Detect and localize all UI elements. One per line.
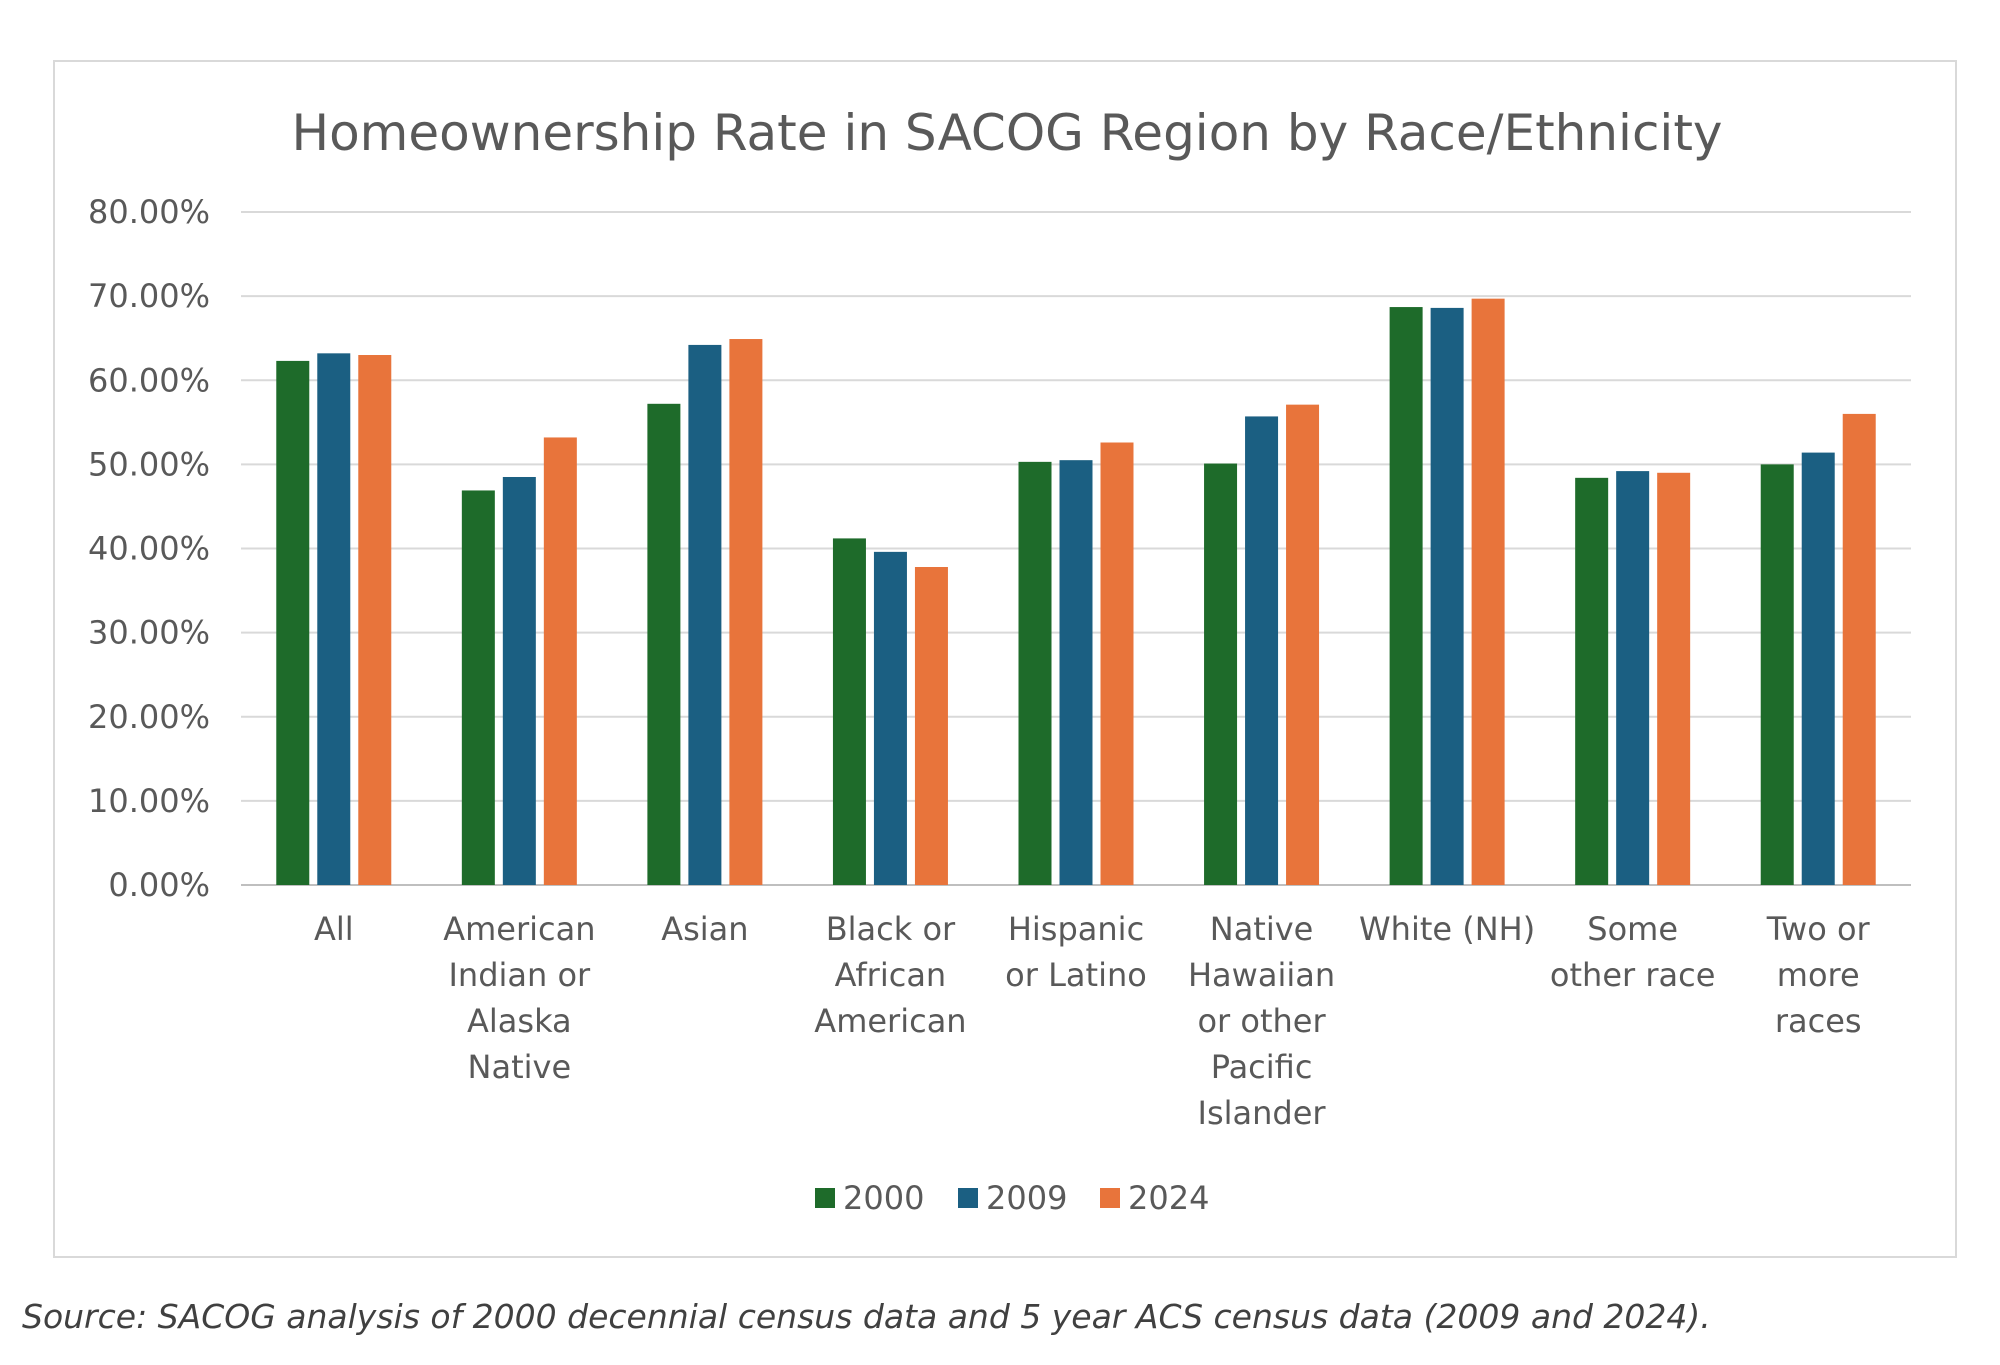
source-note: Source: SACOG analysis of 2000 decennial… xyxy=(22,1297,1711,1336)
x-tick-label: other race xyxy=(1550,956,1715,994)
x-tick-label: Pacific xyxy=(1211,1048,1313,1086)
x-axis-ticks: All American Indian or Alaska Native Asian Bla… xyxy=(314,910,1871,1132)
bar-2000 xyxy=(1575,477,1609,885)
bar-2024 xyxy=(358,355,392,885)
x-tick-label: Two or xyxy=(1766,910,1871,948)
y-tick-label: 10.00% xyxy=(88,782,210,820)
x-tick-label: Black or xyxy=(826,910,956,948)
x-tick-label: Alaska xyxy=(467,1002,572,1040)
x-tick-label: or other xyxy=(1197,1002,1326,1040)
y-tick-label: 80.00% xyxy=(88,193,210,231)
bar-2000 xyxy=(647,403,681,885)
bar-2000 xyxy=(832,538,866,885)
bar-2009 xyxy=(1801,452,1835,885)
x-tick-label: Native xyxy=(1210,910,1314,948)
bar-2009 xyxy=(1245,416,1279,885)
x-tick-label: All xyxy=(314,910,354,948)
bar-2009 xyxy=(873,551,907,885)
legend-label: 2000 xyxy=(843,1179,924,1217)
bar-2000 xyxy=(461,490,495,885)
y-tick-label: 50.00% xyxy=(88,445,210,483)
bar-2024 xyxy=(1657,472,1691,885)
bar-2009 xyxy=(502,476,536,885)
y-tick-label: 70.00% xyxy=(88,277,210,315)
x-tick-label: Islander xyxy=(1198,1094,1327,1132)
y-tick-label: 40.00% xyxy=(88,530,210,568)
x-tick-label: American xyxy=(443,910,595,948)
bar-2000 xyxy=(1018,461,1052,885)
bar-2009 xyxy=(1430,307,1464,886)
bar-2000 xyxy=(276,360,310,885)
legend-swatch-2009 xyxy=(958,1188,978,1208)
legend-label: 2024 xyxy=(1128,1179,1209,1217)
bar-2009 xyxy=(1059,460,1093,885)
x-tick-label: Asian xyxy=(661,910,748,948)
y-tick-label: 20.00% xyxy=(88,698,210,736)
y-tick-label: 60.00% xyxy=(88,361,210,399)
chart-title: Homeownership Rate in SACOG Region by Ra… xyxy=(291,104,1722,162)
x-tick-label: Some xyxy=(1587,910,1678,948)
bar-2024 xyxy=(1100,442,1134,885)
x-tick-label: Native xyxy=(468,1048,572,1086)
bar-2009 xyxy=(317,353,351,886)
bar-2024 xyxy=(1471,298,1505,885)
y-tick-label: 0.00% xyxy=(108,866,210,904)
legend-swatch-2000 xyxy=(815,1188,835,1208)
x-tick-label: African xyxy=(835,956,947,994)
bar-2024 xyxy=(914,567,948,885)
chart-frame: Homeownership Rate in SACOG Region by Ra… xyxy=(53,60,1957,1258)
x-tick-label: American xyxy=(814,1002,966,1040)
x-tick-label: Hispanic xyxy=(1008,910,1144,948)
bar-2024 xyxy=(543,437,577,885)
y-axis-ticks: 0.00% 10.00% 20.00% 30.00% 40.00% 50.00% 60.00… xyxy=(88,193,210,904)
x-tick-label: Indian or xyxy=(448,956,591,994)
legend-label: 2009 xyxy=(986,1179,1067,1217)
bar-2024 xyxy=(1842,413,1876,885)
legend-swatch-2024 xyxy=(1100,1188,1120,1208)
bar-2000 xyxy=(1389,307,1423,885)
x-tick-label: Hawaiian xyxy=(1188,956,1335,994)
bar-2000 xyxy=(1204,463,1238,885)
x-tick-label: races xyxy=(1775,1002,1862,1040)
y-tick-label: 30.00% xyxy=(88,614,210,652)
bar-2009 xyxy=(1616,471,1650,885)
x-tick-label: more xyxy=(1777,956,1860,994)
x-tick-label: or Latino xyxy=(1005,956,1147,994)
bar-2024 xyxy=(1286,404,1320,885)
x-tick-label: White (NH) xyxy=(1359,910,1535,948)
bar-chart: Homeownership Rate in SACOG Region by Ra… xyxy=(88,104,1911,1217)
legend: 2000 2009 2024 xyxy=(815,1179,1209,1217)
bar-2000 xyxy=(1760,464,1794,885)
bar-2024 xyxy=(729,339,763,885)
bars xyxy=(276,298,1876,886)
bar-2009 xyxy=(688,344,722,886)
